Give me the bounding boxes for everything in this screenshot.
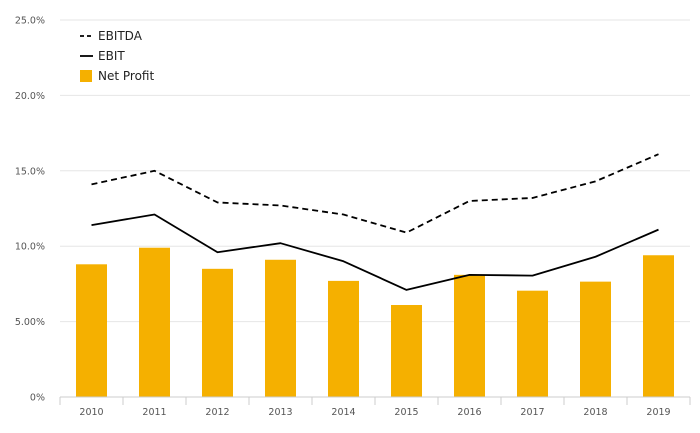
x-tick-label: 2014: [331, 407, 355, 418]
y-tick-label: 10.0%: [15, 242, 45, 253]
legend: EBITDA EBIT Net Profit: [80, 29, 154, 83]
axes: 0% 5.00% 10.0% 15.0% 20.0% 25.0% 2010 2011 2012 2…: [15, 16, 691, 418]
x-tick-label: 2016: [457, 407, 481, 418]
net-profit-bar: [202, 268, 233, 397]
x-tick-label: 2013: [268, 407, 292, 418]
net-profit-bar: [265, 259, 296, 397]
y-tick-label: 0%: [30, 393, 45, 404]
x-tick-label: 2011: [142, 407, 166, 418]
ebitda-line: [91, 153, 659, 234]
y-tick-label: 20.0%: [15, 91, 45, 102]
net-profit-bar: [391, 305, 422, 397]
legend-label: EBIT: [98, 49, 125, 63]
legend-item-ebit: EBIT: [80, 49, 125, 63]
x-tick-label: 2019: [646, 407, 670, 418]
net-profit-bar: [517, 290, 548, 397]
x-tick-label: 2012: [205, 407, 229, 418]
net-profit-bar: [580, 281, 611, 397]
legend-swatch: [80, 70, 92, 82]
net-profit-bar: [643, 255, 674, 397]
net-profit-bar: [454, 274, 485, 397]
x-tick-label: 2010: [79, 407, 103, 418]
y-tick-label: 25.0%: [15, 16, 45, 27]
net-profit-bar: [76, 264, 107, 397]
y-tick-label: 5.00%: [15, 317, 45, 328]
ebit-line: [91, 213, 659, 291]
legend-label: Net Profit: [98, 69, 154, 83]
legend-item-ebitda: EBITDA: [80, 29, 143, 43]
legend-label: EBITDA: [98, 29, 143, 43]
x-tick-label: 2017: [520, 407, 544, 418]
x-tick-label: 2018: [583, 407, 607, 418]
net-profit-bar: [328, 280, 359, 397]
legend-item-net-profit: Net Profit: [80, 69, 154, 83]
x-tick-label: 2015: [394, 407, 418, 418]
line-series: [91, 153, 659, 291]
net-profit-bars: [76, 247, 674, 397]
net-profit-bar: [139, 247, 170, 397]
y-tick-label: 15.0%: [15, 166, 45, 177]
